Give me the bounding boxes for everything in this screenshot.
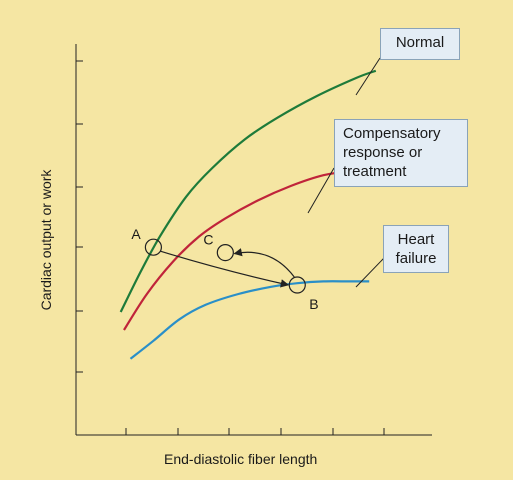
x-axis-label: End-diastolic fiber length xyxy=(164,451,318,467)
point-c-marker xyxy=(216,244,234,262)
point-c-label: C xyxy=(203,232,213,248)
curve-heart-failure xyxy=(129,280,370,360)
curve-compensatory xyxy=(123,170,376,331)
leader-compensatory xyxy=(307,167,335,214)
point-b-label: B xyxy=(309,296,318,312)
point-a-marker xyxy=(144,238,162,256)
legend-heart-failure: Heart failure xyxy=(383,225,449,273)
y-axis-label: Cardiac output or work xyxy=(38,169,54,311)
transition-arrows xyxy=(160,248,295,288)
axes xyxy=(75,44,432,436)
leader-normal xyxy=(355,57,381,96)
arrow-a-to-b xyxy=(160,250,290,288)
point-a-label: A xyxy=(131,226,141,242)
state-points: A B C xyxy=(131,226,318,312)
axis-ticks xyxy=(76,60,385,435)
leader-heart-failure xyxy=(355,257,385,288)
point-b-marker xyxy=(288,276,306,294)
connectors xyxy=(307,57,385,288)
arrow-b-to-c xyxy=(233,248,295,278)
curves xyxy=(119,69,377,360)
legend-compensatory: Compensatory response or treatment xyxy=(334,119,468,187)
legend-normal: Normal xyxy=(380,28,460,60)
